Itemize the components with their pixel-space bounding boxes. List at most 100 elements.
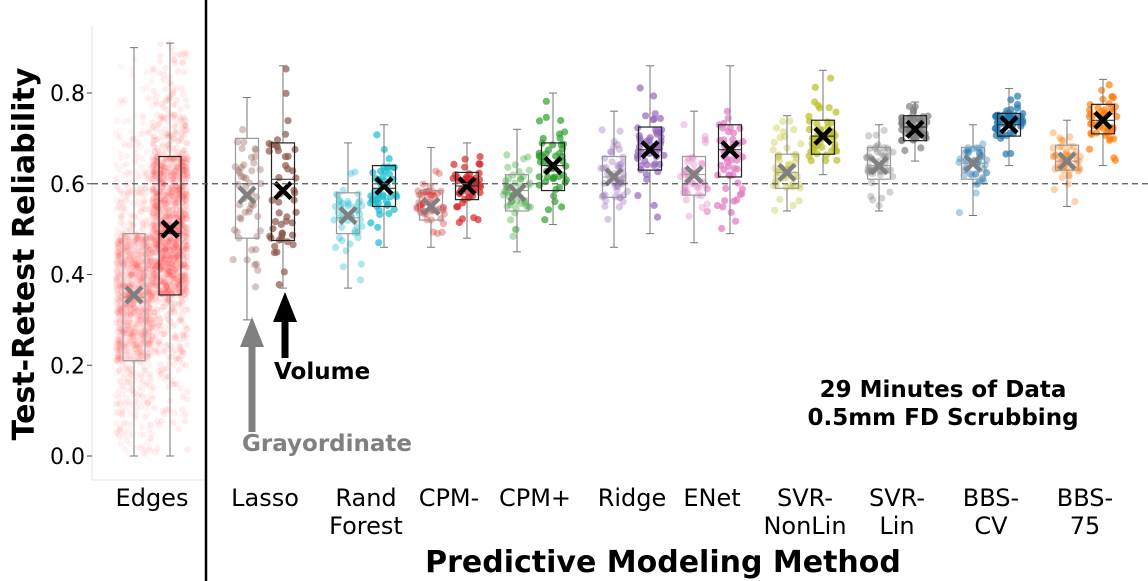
data-point <box>114 335 121 342</box>
data-point <box>178 154 185 161</box>
data-point <box>134 392 142 399</box>
data-point <box>136 304 144 311</box>
data-point <box>165 383 173 390</box>
data-point <box>131 342 139 349</box>
data-point <box>125 311 132 319</box>
data-point <box>149 395 156 402</box>
data-point <box>113 401 121 408</box>
data-point <box>123 344 130 351</box>
data-point <box>917 144 925 152</box>
data-point <box>143 218 150 225</box>
data-point <box>616 127 624 135</box>
data-point <box>142 242 149 249</box>
data-point <box>602 197 610 205</box>
data-point <box>169 322 176 330</box>
data-point <box>147 95 154 102</box>
data-point <box>118 219 125 226</box>
data-point <box>145 329 152 336</box>
data-point <box>124 311 131 319</box>
data-point <box>833 156 841 164</box>
data-point <box>115 431 122 439</box>
data-point <box>136 276 144 284</box>
data-point <box>138 277 145 284</box>
data-point <box>139 223 146 231</box>
data-point <box>125 260 133 268</box>
data-point <box>128 66 135 74</box>
data-point <box>139 155 146 163</box>
data-point <box>124 196 131 204</box>
data-point <box>139 324 146 331</box>
data-point <box>138 130 145 137</box>
data-point <box>136 267 143 274</box>
data-point <box>713 201 722 210</box>
data-point <box>135 276 142 283</box>
data-point <box>145 303 152 310</box>
data-point <box>132 239 139 246</box>
data-point <box>139 423 146 431</box>
data-point <box>124 420 131 428</box>
data-point <box>120 202 128 209</box>
data-point <box>125 245 133 252</box>
data-point <box>137 344 144 352</box>
data-point <box>137 340 145 347</box>
data-point <box>123 160 130 167</box>
data-point <box>650 92 658 100</box>
data-point <box>147 297 155 304</box>
data-point <box>1049 129 1057 137</box>
data-point <box>115 341 123 349</box>
data-point <box>161 376 169 383</box>
data-point <box>141 371 148 378</box>
data-point <box>148 292 156 299</box>
data-point <box>557 116 565 125</box>
data-point <box>132 238 139 245</box>
data-point <box>143 380 150 387</box>
data-point <box>138 275 145 282</box>
data-point <box>145 305 152 312</box>
data-point <box>140 339 148 346</box>
data-point <box>154 445 161 452</box>
data-point <box>120 374 127 381</box>
data-point <box>146 316 153 324</box>
data-point <box>137 316 144 324</box>
data-point <box>181 190 189 197</box>
data-point <box>144 295 151 303</box>
data-point <box>126 337 134 345</box>
data-point <box>132 324 139 332</box>
data-point <box>137 239 145 246</box>
data-point <box>145 269 152 277</box>
data-point <box>133 333 140 340</box>
data-point <box>905 102 914 110</box>
data-point <box>149 67 157 74</box>
data-point <box>128 271 136 278</box>
data-point <box>131 339 139 346</box>
data-point <box>134 261 142 269</box>
data-point <box>164 269 172 276</box>
data-point <box>146 245 153 253</box>
data-point <box>147 309 154 316</box>
data-point <box>136 243 143 251</box>
data-point <box>157 41 164 48</box>
data-point <box>476 153 484 161</box>
data-point <box>1007 149 1015 158</box>
data-point <box>126 433 133 440</box>
data-point <box>240 173 248 181</box>
data-point <box>177 135 184 142</box>
data-point <box>145 287 152 295</box>
data-point <box>332 243 340 251</box>
data-point <box>125 257 132 265</box>
data-point <box>148 258 155 265</box>
data-point <box>229 256 237 264</box>
data-point <box>114 244 121 251</box>
data-point <box>274 147 282 155</box>
data-point <box>126 331 134 338</box>
data-point <box>145 262 152 269</box>
data-point <box>507 216 515 224</box>
data-point <box>136 248 143 255</box>
data-point <box>604 215 612 223</box>
data-point <box>143 69 150 76</box>
data-point <box>115 252 122 260</box>
data-point <box>125 364 132 372</box>
data-point <box>136 265 144 273</box>
data-point <box>147 295 154 302</box>
